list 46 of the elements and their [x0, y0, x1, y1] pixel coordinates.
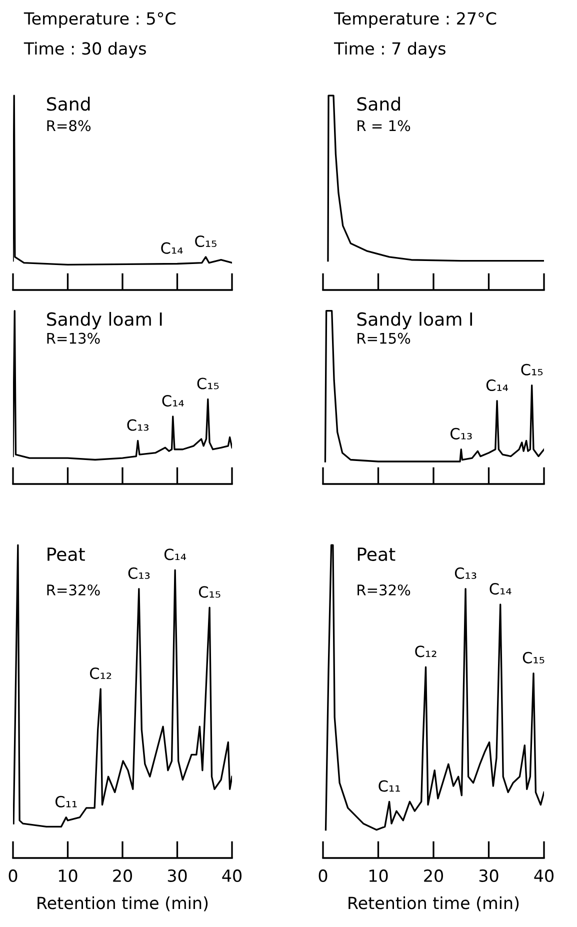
chart-title: Temperature : 5°C: [24, 12, 176, 28]
annotation: Sand: [47, 96, 90, 111]
x-tick-label: 20: [424, 869, 443, 882]
annotation: R=15%: [358, 332, 410, 344]
annotation: C₁₅: [197, 378, 219, 390]
chart-subtitle: Time : 30 days: [24, 42, 146, 58]
x-tick-label: 30: [479, 869, 498, 882]
annotation: C₁₁: [378, 780, 400, 792]
annotation: C₁₅: [195, 235, 216, 248]
annotation: C₁₁: [56, 796, 77, 808]
annotation: Peat: [48, 548, 85, 562]
annotation: C₁₅: [522, 652, 544, 664]
annotation: C₁₄: [486, 379, 508, 391]
annotation: Peat: [358, 548, 396, 562]
annotation: C₁₃: [127, 419, 149, 431]
annotation: Sand: [357, 96, 400, 111]
annotation: R=13%: [47, 332, 100, 344]
annotation: C₁₃: [454, 567, 476, 579]
annotation: C₁₂: [90, 668, 112, 680]
chart-title: Temperature : 27°C: [334, 12, 496, 28]
x-tick-label: 40: [534, 869, 554, 882]
annotation: C₁₄: [161, 242, 183, 254]
annotation: Sandy loam I: [47, 312, 162, 330]
annotation: C₁₄: [162, 395, 184, 407]
x-tick-label: 40: [222, 869, 242, 882]
annotation: Sandy loam I: [357, 312, 472, 330]
annotation: R=32%: [47, 584, 100, 596]
annotation: C₁₂: [415, 646, 436, 658]
annotation: C₁₄: [164, 548, 186, 560]
x-tick-label: 20: [113, 869, 132, 882]
x-tick-label: 30: [168, 869, 187, 882]
annotation: C₁₅: [198, 586, 220, 598]
annotation: R=32%: [358, 584, 410, 596]
annotation: C₁₅: [521, 364, 543, 376]
x-axis-title: Retention time (min): [38, 896, 208, 912]
annotation: C₁₃: [128, 567, 150, 579]
x-tick-label: 0: [8, 869, 18, 882]
annotation: C₁₃: [450, 428, 472, 440]
x-axis-title: Retention time (min): [348, 896, 519, 912]
x-tick-label: 10: [58, 869, 78, 882]
annotation: C₁₄: [490, 583, 512, 595]
x-tick-label: 10: [369, 869, 388, 882]
x-tick-label: 0: [318, 869, 328, 882]
chart-subtitle: Time : 7 days: [334, 42, 446, 58]
annotation: R = 1%: [358, 120, 410, 132]
annotation: R=8%: [47, 120, 91, 132]
